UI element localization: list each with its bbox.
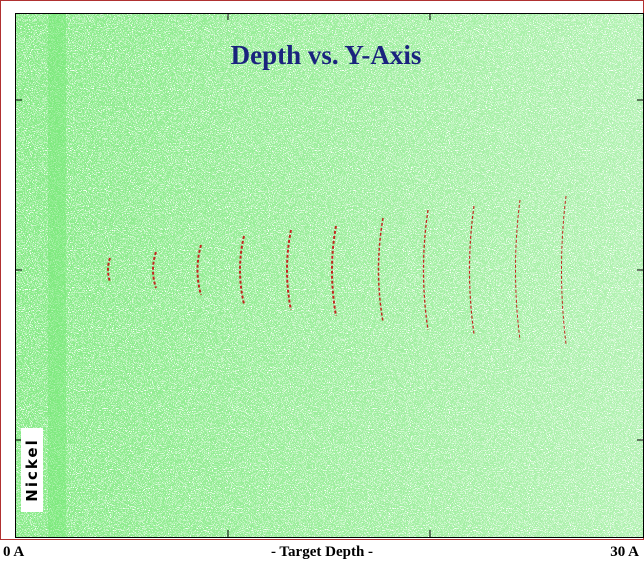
frame-ticks xyxy=(15,13,644,537)
x-start-label: 0 A xyxy=(3,544,24,560)
target-label-box xyxy=(21,428,43,512)
track-arcs xyxy=(107,195,567,345)
track-arc xyxy=(515,199,521,341)
depth-fade xyxy=(15,13,644,537)
track-arc xyxy=(286,229,292,311)
track-arc xyxy=(331,225,337,317)
track-arc xyxy=(377,217,384,323)
x-axis-label: - Target Depth - xyxy=(271,544,373,560)
track-arc xyxy=(239,235,245,305)
x-end-label: 30 A xyxy=(610,544,639,560)
track-arc xyxy=(196,244,202,296)
track-arc xyxy=(561,195,567,345)
track-arc xyxy=(107,257,111,283)
track-arc xyxy=(422,209,429,331)
target-label: Nickel xyxy=(23,438,41,501)
chart-title: Depth vs. Y-Axis xyxy=(231,40,422,70)
